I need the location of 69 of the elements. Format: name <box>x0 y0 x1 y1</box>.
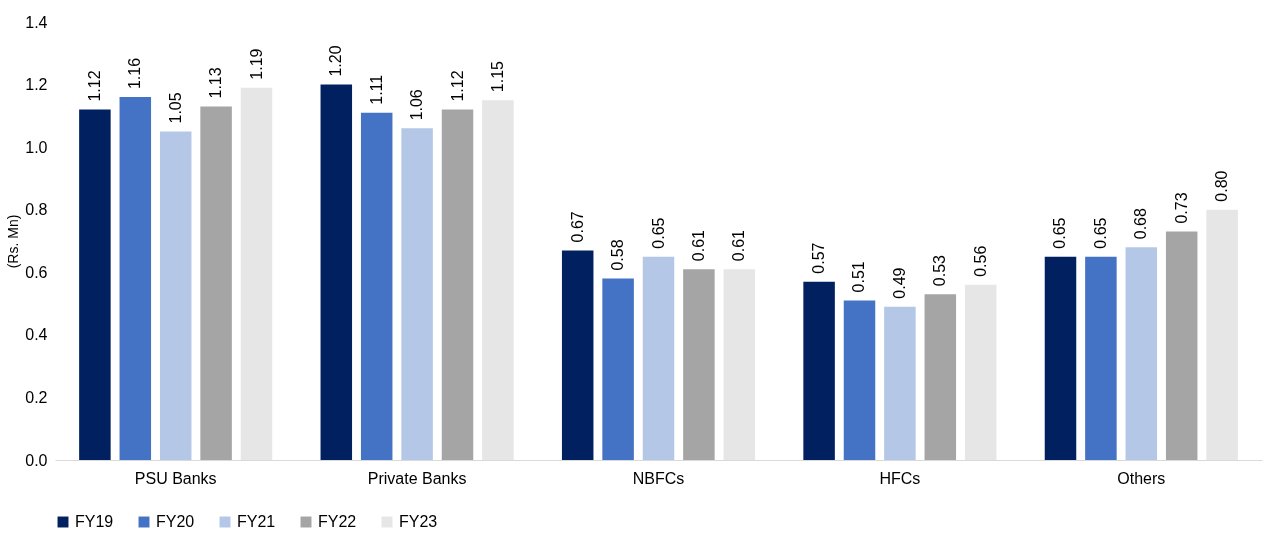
data-label: 0.61 <box>730 229 748 262</box>
y-tick-label: 1.2 <box>25 76 48 94</box>
data-label: 1.11 <box>367 74 385 105</box>
x-tick-label: Private Banks <box>367 469 467 487</box>
legend-label: FY23 <box>399 513 438 530</box>
data-label: 0.57 <box>810 242 828 274</box>
bar <box>401 128 433 460</box>
data-label: 0.58 <box>609 239 627 271</box>
bar <box>602 278 634 460</box>
x-tick-label: HFCs <box>879 469 921 487</box>
data-label: 0.49 <box>890 267 908 299</box>
bar <box>1206 209 1238 460</box>
bar <box>642 256 675 460</box>
x-tick-label: NBFCs <box>632 469 685 487</box>
y-axis-title: (Rs. Mn) <box>5 214 22 269</box>
bar <box>200 106 232 460</box>
legend-label: FY22 <box>318 513 357 530</box>
data-label: 0.67 <box>568 211 586 243</box>
data-label: 1.15 <box>488 60 506 93</box>
bar <box>924 294 957 460</box>
data-label: 0.73 <box>1172 192 1190 224</box>
y-tick-label: 0.4 <box>25 326 48 344</box>
bar <box>441 109 474 460</box>
bar <box>1085 256 1117 460</box>
x-tick-label: PSU Banks <box>134 469 217 487</box>
data-label: 1.05 <box>166 92 184 124</box>
data-label: 1.06 <box>408 89 426 121</box>
bar <box>320 84 353 460</box>
data-label: 1.12 <box>448 70 466 102</box>
y-tick-label: 0.0 <box>25 451 48 469</box>
bar <box>79 109 111 460</box>
data-label: 0.53 <box>931 254 949 287</box>
bar <box>240 87 273 460</box>
data-label: 0.65 <box>649 217 667 249</box>
legend-label: FY20 <box>156 513 195 530</box>
data-label: 1.16 <box>126 57 144 90</box>
data-label: 0.68 <box>1132 208 1150 240</box>
data-label: 0.65 <box>1051 217 1069 249</box>
data-label: 1.19 <box>247 48 265 80</box>
data-label: 1.12 <box>85 70 103 102</box>
legend-label: FY21 <box>237 513 276 530</box>
bar <box>884 306 916 460</box>
legend-label: FY19 <box>75 513 114 530</box>
bar <box>561 250 594 460</box>
bar <box>803 281 835 460</box>
data-label: 0.51 <box>850 261 868 293</box>
data-label: 1.20 <box>327 45 345 77</box>
data-label: 0.80 <box>1213 170 1231 202</box>
bar <box>360 112 393 460</box>
x-tick-label: Others <box>1117 469 1166 487</box>
y-tick-label: 0.2 <box>25 388 48 406</box>
y-tick-label: 0.8 <box>25 201 48 219</box>
y-tick-label: 1.0 <box>25 138 48 156</box>
data-label: 0.65 <box>1091 217 1109 249</box>
bar <box>1044 256 1077 460</box>
data-label: 1.13 <box>207 67 225 99</box>
bar <box>1125 247 1158 460</box>
bar <box>119 97 152 460</box>
bar <box>843 300 876 460</box>
y-tick-label: 0.6 <box>25 263 48 281</box>
bar <box>683 269 715 460</box>
y-tick-label: 1.4 <box>25 13 48 31</box>
bar <box>964 284 997 460</box>
data-label: 0.61 <box>689 229 707 262</box>
bar <box>723 269 756 460</box>
bar <box>482 100 514 460</box>
bar <box>1165 231 1198 460</box>
data-label: 0.56 <box>971 245 989 277</box>
bar <box>159 131 192 460</box>
